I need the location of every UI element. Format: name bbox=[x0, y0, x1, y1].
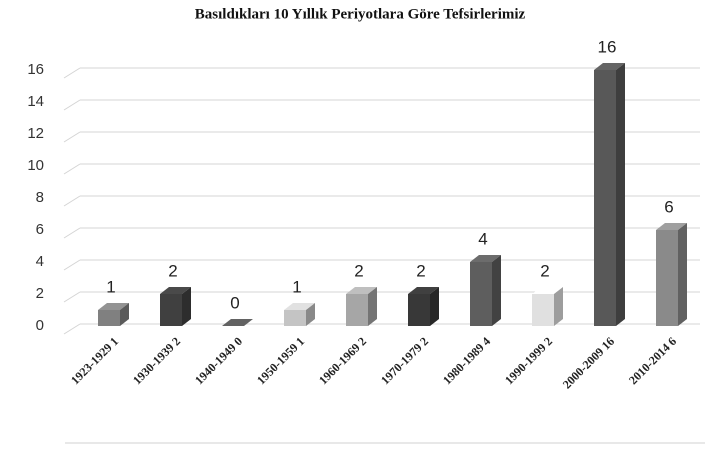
value-label: 0 bbox=[230, 293, 239, 312]
bar bbox=[98, 310, 120, 326]
y-tick-label: 8 bbox=[36, 189, 44, 206]
bar-side bbox=[306, 303, 315, 326]
grid-line bbox=[63, 291, 81, 303]
y-tick-label: 6 bbox=[36, 221, 44, 238]
x-tick-label: 1923-1929 1 bbox=[68, 334, 121, 387]
value-label: 16 bbox=[598, 37, 617, 56]
y-tick-label: 0 bbox=[36, 317, 44, 334]
x-tick-label: 1940-1949 0 bbox=[192, 334, 245, 387]
x-tick-label: 1960-1969 2 bbox=[316, 334, 369, 387]
bar-side bbox=[554, 287, 563, 326]
bar bbox=[594, 70, 616, 326]
bar-side bbox=[182, 287, 191, 326]
y-tick-label: 2 bbox=[36, 285, 44, 302]
bar bbox=[346, 294, 368, 326]
x-tick-label: 2000-2009 16 bbox=[560, 334, 617, 391]
x-tick-label: 1990-1999 2 bbox=[502, 334, 555, 387]
y-tick-label: 16 bbox=[27, 61, 44, 78]
value-label: 4 bbox=[478, 229, 487, 248]
value-label: 2 bbox=[540, 261, 549, 280]
bar-top bbox=[98, 303, 129, 310]
x-tick-label: 1970-1979 2 bbox=[378, 334, 431, 387]
bar-top bbox=[222, 319, 253, 326]
y-tick-label: 12 bbox=[27, 125, 44, 142]
y-tick-label: 4 bbox=[36, 253, 44, 270]
bar-top bbox=[532, 287, 563, 294]
value-label: 1 bbox=[292, 277, 301, 296]
grid-line bbox=[63, 195, 81, 207]
grid-line bbox=[63, 259, 81, 271]
x-tick-label: 1980-1989 4 bbox=[440, 334, 493, 387]
bar-top bbox=[160, 287, 191, 294]
y-tick-label: 14 bbox=[27, 93, 44, 110]
bar bbox=[470, 262, 492, 326]
value-label: 2 bbox=[416, 261, 425, 280]
x-tick-label: 2010-2014 6 bbox=[626, 334, 679, 387]
value-label: 1 bbox=[106, 277, 115, 296]
bar-top bbox=[284, 303, 315, 310]
grid-line bbox=[63, 323, 81, 335]
chart-title: Basıldıkları 10 Yıllık Periyotlara Göre … bbox=[195, 6, 526, 22]
bar bbox=[532, 294, 554, 326]
grid-line bbox=[63, 131, 81, 143]
bar-side bbox=[368, 287, 377, 326]
bar-top bbox=[346, 287, 377, 294]
bar bbox=[284, 310, 306, 326]
value-label: 6 bbox=[664, 197, 673, 216]
x-tick-label: 1950-1959 1 bbox=[254, 334, 307, 387]
bar bbox=[408, 294, 430, 326]
bar-top bbox=[470, 255, 501, 262]
grid-line bbox=[63, 99, 81, 111]
bar-side bbox=[492, 255, 501, 326]
bar-top bbox=[594, 63, 625, 70]
bar-side bbox=[120, 303, 129, 326]
grid-line bbox=[63, 163, 81, 175]
bar-top bbox=[408, 287, 439, 294]
bar-side bbox=[678, 223, 687, 326]
value-label: 2 bbox=[354, 261, 363, 280]
y-tick-label: 10 bbox=[27, 157, 44, 174]
value-label: 2 bbox=[168, 261, 177, 280]
bar bbox=[160, 294, 182, 326]
grid-line bbox=[63, 227, 81, 239]
bar-top bbox=[656, 223, 687, 230]
bar-side bbox=[430, 287, 439, 326]
x-tick-label: 1930-1939 2 bbox=[130, 334, 183, 387]
bar-side bbox=[616, 63, 625, 326]
grid-line bbox=[63, 67, 81, 79]
bar bbox=[656, 230, 678, 326]
